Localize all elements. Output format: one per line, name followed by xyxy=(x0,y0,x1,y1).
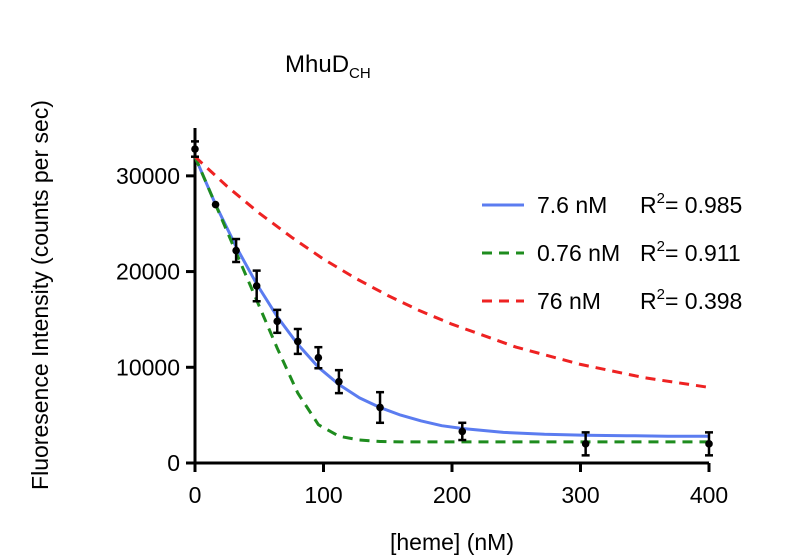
point-marker xyxy=(232,246,240,255)
data-point xyxy=(211,200,220,209)
point-marker xyxy=(376,403,384,412)
legend-series-name: 0.76 nM xyxy=(537,240,620,266)
data-point xyxy=(232,237,241,264)
point-marker xyxy=(335,377,343,386)
legend-entry: 76 nM R2= 0.398 xyxy=(482,286,742,314)
x-axis-label: [heme] (nM) xyxy=(390,529,514,555)
data-point xyxy=(581,431,590,457)
data-point xyxy=(273,308,282,335)
x-tick-label: 300 xyxy=(561,482,599,508)
x-tick-label: 100 xyxy=(304,482,342,508)
data-point xyxy=(334,368,343,395)
point-marker xyxy=(581,440,590,448)
legend-series-name: 76 nM xyxy=(537,288,601,314)
point-marker xyxy=(273,317,282,326)
x-ticks: 0 100 200 300 400 xyxy=(189,463,728,508)
x-tick-label: 400 xyxy=(690,482,728,508)
y-tick-label: 0 xyxy=(167,450,180,476)
legend-r2: R2= 0.398 xyxy=(640,286,742,314)
data-point xyxy=(252,269,261,303)
data-point xyxy=(705,431,713,457)
point-marker xyxy=(294,337,302,346)
y-ticks: 0 10000 20000 30000 xyxy=(116,163,195,476)
y-tick-label: 20000 xyxy=(116,259,180,285)
fit-curve-0-76-nm xyxy=(193,156,709,444)
legend: 7.6 nM R2= 0.985 0.76 nM R2= 0.911 76 nM R2= … xyxy=(482,190,742,314)
data-point xyxy=(314,345,323,370)
data-point xyxy=(376,390,385,425)
legend-r2: R2= 0.911 xyxy=(640,238,741,266)
plot-area: 0 100 200 300 400 0 10000 20000 30000 xyxy=(116,128,728,508)
point-marker xyxy=(314,353,323,362)
fit-curve-7-6-nm xyxy=(193,156,709,438)
legend-entry: 7.6 nM R2= 0.985 xyxy=(482,190,742,218)
point-marker xyxy=(252,282,261,290)
fit-curves xyxy=(193,155,710,444)
legend-r2: R2= 0.985 xyxy=(640,190,742,218)
y-tick-label: 30000 xyxy=(116,163,180,189)
point-marker xyxy=(191,145,199,153)
y-axis-label: Fluoresence Intensity (counts per sec) xyxy=(27,100,53,490)
x-tick-label: 200 xyxy=(433,482,471,508)
data-point xyxy=(191,140,199,158)
legend-entry: 0.76 nM R2= 0.911 xyxy=(482,238,741,266)
data-point xyxy=(293,327,302,356)
data-point xyxy=(458,421,467,442)
point-marker xyxy=(211,200,220,209)
point-marker xyxy=(458,427,467,436)
data-points xyxy=(191,140,713,457)
y-tick-label: 10000 xyxy=(116,354,180,380)
x-tick-label: 0 xyxy=(189,482,202,508)
point-marker xyxy=(705,440,713,448)
chart-title: MhuDCH xyxy=(285,51,371,82)
legend-series-name: 7.6 nM xyxy=(537,192,607,218)
fit-curve-76-nm xyxy=(193,155,710,389)
